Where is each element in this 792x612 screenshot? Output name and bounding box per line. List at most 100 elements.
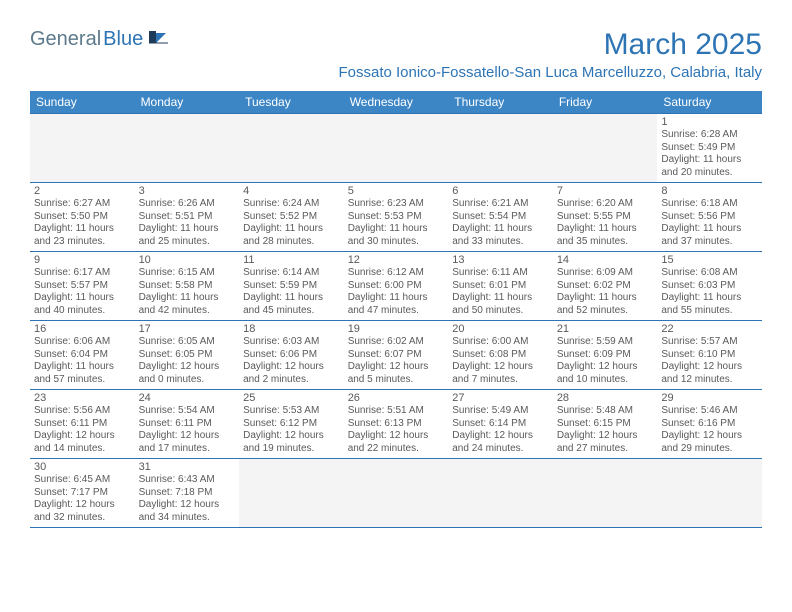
calendar-cell bbox=[657, 459, 762, 528]
day2-text: and 19 minutes. bbox=[243, 443, 340, 456]
calendar-cell bbox=[448, 459, 553, 528]
day1-text: Daylight: 12 hours bbox=[452, 361, 549, 374]
day2-text: and 22 minutes. bbox=[348, 443, 445, 456]
day2-text: and 35 minutes. bbox=[557, 236, 654, 249]
sunrise-text: Sunrise: 5:59 AM bbox=[557, 336, 654, 349]
brand-logo: General Blue bbox=[30, 28, 170, 51]
calendar-cell: 25Sunrise: 5:53 AMSunset: 6:12 PMDayligh… bbox=[239, 390, 344, 459]
sunrise-text: Sunrise: 6:28 AM bbox=[661, 129, 758, 142]
calendar-cell: 30Sunrise: 6:45 AMSunset: 7:17 PMDayligh… bbox=[30, 459, 135, 528]
day2-text: and 47 minutes. bbox=[348, 305, 445, 318]
day-number: 8 bbox=[661, 185, 758, 197]
calendar-cell: 14Sunrise: 6:09 AMSunset: 6:02 PMDayligh… bbox=[553, 252, 658, 321]
day1-text: Daylight: 11 hours bbox=[452, 223, 549, 236]
sunset-text: Sunset: 6:09 PM bbox=[557, 349, 654, 362]
sunrise-text: Sunrise: 6:15 AM bbox=[139, 267, 236, 280]
sunrise-text: Sunrise: 5:51 AM bbox=[348, 405, 445, 418]
day-number: 6 bbox=[452, 185, 549, 197]
brand-part1: General bbox=[30, 28, 101, 51]
calendar-cell bbox=[30, 114, 135, 183]
day-number: 31 bbox=[139, 461, 236, 473]
sunrise-text: Sunrise: 6:21 AM bbox=[452, 198, 549, 211]
day1-text: Daylight: 12 hours bbox=[348, 430, 445, 443]
day1-text: Daylight: 12 hours bbox=[661, 430, 758, 443]
calendar-row: 16Sunrise: 6:06 AMSunset: 6:04 PMDayligh… bbox=[30, 321, 762, 390]
day-number: 10 bbox=[139, 254, 236, 266]
sunset-text: Sunset: 7:17 PM bbox=[34, 487, 131, 500]
day2-text: and 17 minutes. bbox=[139, 443, 236, 456]
calendar-cell: 9Sunrise: 6:17 AMSunset: 5:57 PMDaylight… bbox=[30, 252, 135, 321]
sunset-text: Sunset: 5:49 PM bbox=[661, 142, 758, 155]
day2-text: and 5 minutes. bbox=[348, 374, 445, 387]
calendar-cell: 5Sunrise: 6:23 AMSunset: 5:53 PMDaylight… bbox=[344, 183, 449, 252]
day2-text: and 33 minutes. bbox=[452, 236, 549, 249]
day2-text: and 0 minutes. bbox=[139, 374, 236, 387]
day-number: 25 bbox=[243, 392, 340, 404]
col-tuesday: Tuesday bbox=[239, 91, 344, 114]
day2-text: and 34 minutes. bbox=[139, 512, 236, 525]
sunset-text: Sunset: 7:18 PM bbox=[139, 487, 236, 500]
calendar-cell: 6Sunrise: 6:21 AMSunset: 5:54 PMDaylight… bbox=[448, 183, 553, 252]
day1-text: Daylight: 12 hours bbox=[452, 430, 549, 443]
calendar-cell bbox=[344, 459, 449, 528]
day1-text: Daylight: 12 hours bbox=[139, 361, 236, 374]
day-number: 9 bbox=[34, 254, 131, 266]
day-header-row: Sunday Monday Tuesday Wednesday Thursday… bbox=[30, 91, 762, 114]
calendar-cell: 29Sunrise: 5:46 AMSunset: 6:16 PMDayligh… bbox=[657, 390, 762, 459]
sunset-text: Sunset: 6:16 PM bbox=[661, 418, 758, 431]
brand-part2: Blue bbox=[103, 28, 143, 51]
day-number: 21 bbox=[557, 323, 654, 335]
day-number: 11 bbox=[243, 254, 340, 266]
sunrise-text: Sunrise: 6:24 AM bbox=[243, 198, 340, 211]
col-saturday: Saturday bbox=[657, 91, 762, 114]
sunrise-text: Sunrise: 5:56 AM bbox=[34, 405, 131, 418]
sunset-text: Sunset: 5:57 PM bbox=[34, 280, 131, 293]
sunset-text: Sunset: 6:11 PM bbox=[34, 418, 131, 431]
calendar-cell: 20Sunrise: 6:00 AMSunset: 6:08 PMDayligh… bbox=[448, 321, 553, 390]
day-number: 3 bbox=[139, 185, 236, 197]
day1-text: Daylight: 12 hours bbox=[139, 430, 236, 443]
sunset-text: Sunset: 6:05 PM bbox=[139, 349, 236, 362]
day-number: 29 bbox=[661, 392, 758, 404]
calendar-cell: 12Sunrise: 6:12 AMSunset: 6:00 PMDayligh… bbox=[344, 252, 449, 321]
day2-text: and 25 minutes. bbox=[139, 236, 236, 249]
day1-text: Daylight: 11 hours bbox=[557, 223, 654, 236]
day1-text: Daylight: 11 hours bbox=[243, 223, 340, 236]
col-monday: Monday bbox=[135, 91, 240, 114]
sunset-text: Sunset: 6:06 PM bbox=[243, 349, 340, 362]
sunrise-text: Sunrise: 6:08 AM bbox=[661, 267, 758, 280]
day1-text: Daylight: 12 hours bbox=[661, 361, 758, 374]
sunset-text: Sunset: 5:53 PM bbox=[348, 211, 445, 224]
day-number: 15 bbox=[661, 254, 758, 266]
day-number: 28 bbox=[557, 392, 654, 404]
calendar-cell: 18Sunrise: 6:03 AMSunset: 6:06 PMDayligh… bbox=[239, 321, 344, 390]
sunset-text: Sunset: 6:13 PM bbox=[348, 418, 445, 431]
sunset-text: Sunset: 6:08 PM bbox=[452, 349, 549, 362]
calendar-cell: 17Sunrise: 6:05 AMSunset: 6:05 PMDayligh… bbox=[135, 321, 240, 390]
sunset-text: Sunset: 6:03 PM bbox=[661, 280, 758, 293]
day-number: 18 bbox=[243, 323, 340, 335]
sunrise-text: Sunrise: 5:49 AM bbox=[452, 405, 549, 418]
day2-text: and 20 minutes. bbox=[661, 167, 758, 180]
day1-text: Daylight: 12 hours bbox=[557, 361, 654, 374]
sunrise-text: Sunrise: 6:00 AM bbox=[452, 336, 549, 349]
sunrise-text: Sunrise: 6:02 AM bbox=[348, 336, 445, 349]
day2-text: and 40 minutes. bbox=[34, 305, 131, 318]
sunrise-text: Sunrise: 5:53 AM bbox=[243, 405, 340, 418]
day-number: 16 bbox=[34, 323, 131, 335]
day2-text: and 27 minutes. bbox=[557, 443, 654, 456]
day-number: 5 bbox=[348, 185, 445, 197]
day1-text: Daylight: 11 hours bbox=[34, 223, 131, 236]
sunrise-text: Sunrise: 6:23 AM bbox=[348, 198, 445, 211]
sunset-text: Sunset: 6:11 PM bbox=[139, 418, 236, 431]
day-number: 13 bbox=[452, 254, 549, 266]
sunrise-text: Sunrise: 6:18 AM bbox=[661, 198, 758, 211]
sunset-text: Sunset: 6:02 PM bbox=[557, 280, 654, 293]
day-number: 4 bbox=[243, 185, 340, 197]
day2-text: and 57 minutes. bbox=[34, 374, 131, 387]
flag-icon bbox=[148, 29, 170, 50]
day1-text: Daylight: 11 hours bbox=[139, 292, 236, 305]
day2-text: and 32 minutes. bbox=[34, 512, 131, 525]
day-number: 20 bbox=[452, 323, 549, 335]
calendar-page: General Blue March 2025 Fossato Ionico-F… bbox=[0, 0, 792, 612]
